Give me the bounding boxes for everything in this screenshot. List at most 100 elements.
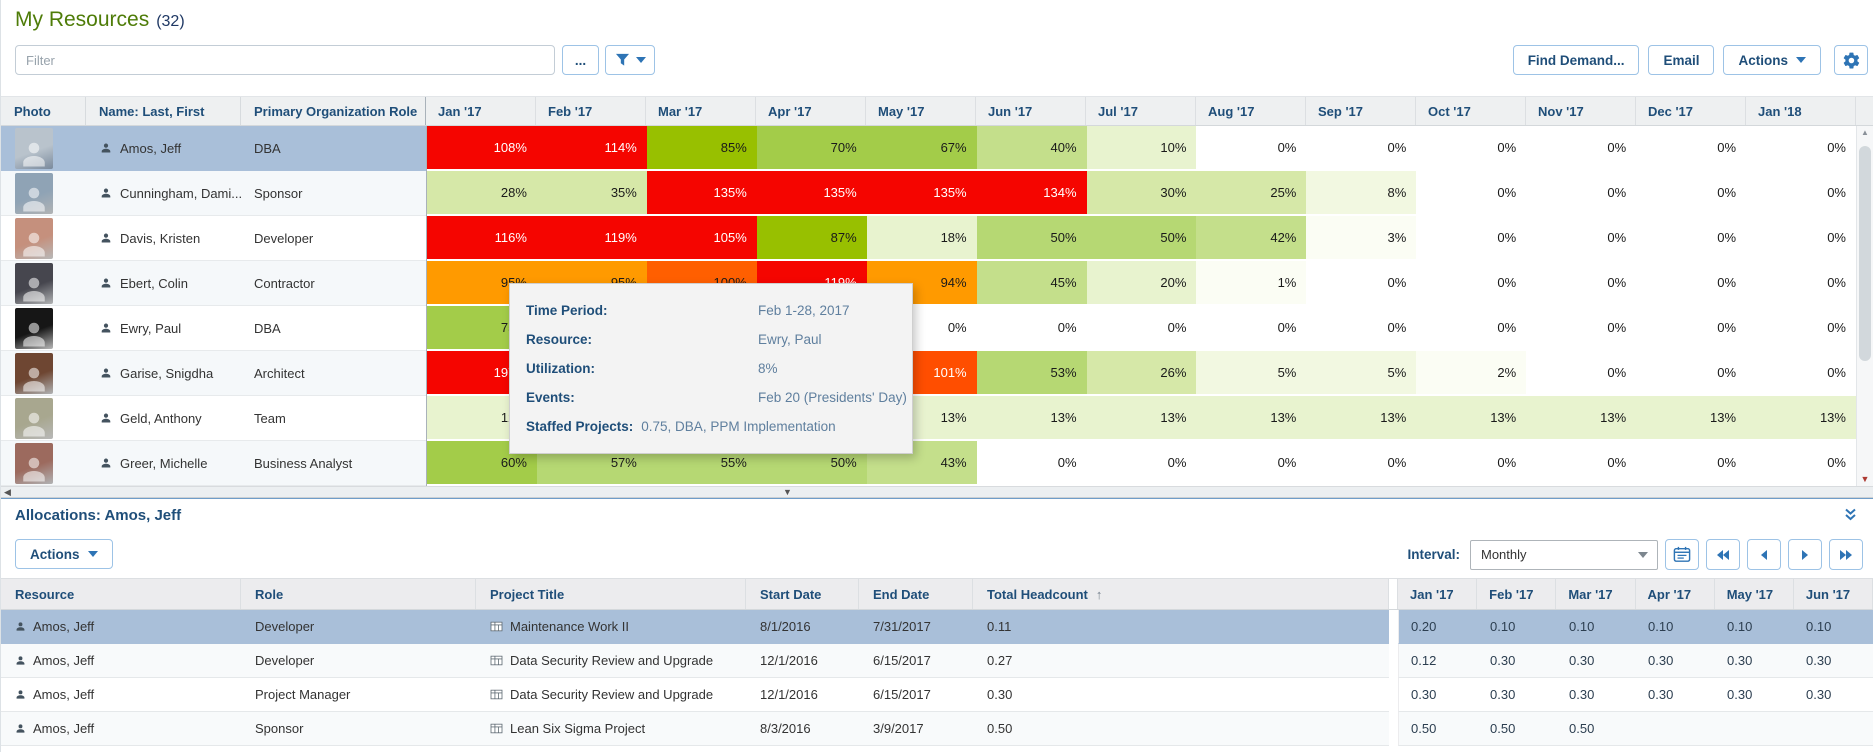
utilization-cell[interactable]: 0% <box>1746 441 1856 486</box>
utilization-cell[interactable]: 2% <box>1416 351 1527 396</box>
month-column-header[interactable]: Mar '17 <box>1556 579 1636 609</box>
utilization-cell[interactable]: 26% <box>1086 351 1197 396</box>
month-column-header[interactable]: Jan '17 <box>426 97 536 125</box>
utilization-cell[interactable]: 28% <box>427 171 537 216</box>
month-column-header[interactable]: Sep '17 <box>1306 97 1416 125</box>
resource-row[interactable]: Ebert, Colin Contractor 95%95%100%119%94… <box>1 261 1873 306</box>
utilization-cell[interactable]: 0% <box>1416 126 1527 171</box>
last-period-button[interactable] <box>1829 539 1863 570</box>
utilization-cell[interactable]: 0% <box>1416 306 1527 351</box>
first-period-button[interactable] <box>1706 539 1740 570</box>
utilization-cell[interactable]: 0% <box>1306 441 1417 486</box>
month-column-header[interactable]: Jun '17 <box>976 97 1086 125</box>
utilization-cell[interactable]: 87% <box>756 216 867 261</box>
month-column-header[interactable]: May '17 <box>1715 579 1794 609</box>
utilization-cell[interactable]: 13% <box>1196 396 1307 441</box>
scroll-left-arrow-icon[interactable]: ◀ <box>4 487 11 497</box>
utilization-cell[interactable]: 0% <box>1526 306 1637 351</box>
filter-dropdown-button[interactable] <box>605 45 655 75</box>
utilization-cell[interactable]: 85% <box>646 126 757 171</box>
next-period-button[interactable] <box>1788 539 1822 570</box>
utilization-cell[interactable]: 53% <box>976 351 1087 396</box>
utilization-cell[interactable]: 13% <box>976 396 1087 441</box>
utilization-cell[interactable]: 0% <box>1526 261 1637 306</box>
utilization-cell[interactable]: 0% <box>1306 306 1417 351</box>
column-header-project-title[interactable]: Project Title <box>476 579 746 609</box>
utilization-cell[interactable]: 0% <box>1746 216 1856 261</box>
utilization-cell[interactable]: 45% <box>976 261 1087 306</box>
month-column-header[interactable]: Jun '17 <box>1794 579 1873 609</box>
scrollbar-thumb[interactable] <box>1859 146 1871 361</box>
resource-row[interactable]: Ewry, Paul DBA 75%8%0%0%0%0%0%0%0%0%0%0%… <box>1 306 1873 351</box>
utilization-cell[interactable]: 0% <box>1416 261 1527 306</box>
filter-more-button[interactable]: ... <box>562 45 599 75</box>
utilization-cell[interactable]: 20% <box>1086 261 1197 306</box>
allocation-row[interactable]: Amos, Jeff Sponsor Lean Six Sigma Projec… <box>1 712 1873 746</box>
utilization-cell[interactable]: 0% <box>1636 351 1747 396</box>
column-header-name[interactable]: Name: Last, First <box>86 97 241 125</box>
utilization-cell[interactable]: 30% <box>1086 171 1197 216</box>
resource-row[interactable]: Amos, Jeff DBA 108% 114% 85% 70% 67% 40% 10% 0%… <box>1 126 1873 171</box>
panel-splitter[interactable]: ◀ ▼ <box>1 486 1873 498</box>
utilization-cell[interactable]: 0% <box>1526 441 1637 486</box>
find-demand-button[interactable]: Find Demand... <box>1512 45 1640 75</box>
previous-period-button[interactable] <box>1747 539 1781 570</box>
utilization-cell[interactable]: 0% <box>1196 441 1307 486</box>
utilization-cell[interactable]: 114% <box>536 126 647 171</box>
allocation-row[interactable]: Amos, Jeff Developer Maintenance Work II… <box>1 610 1873 644</box>
allocation-row[interactable]: Amos, Jeff Developer Data Security Revie… <box>1 644 1873 678</box>
utilization-cell[interactable]: 0% <box>976 441 1087 486</box>
utilization-cell[interactable]: 135% <box>756 171 867 216</box>
utilization-cell[interactable]: 0% <box>1526 216 1637 261</box>
utilization-cell[interactable]: 13% <box>1636 396 1747 441</box>
utilization-cell[interactable]: 13% <box>1746 396 1856 441</box>
utilization-cell[interactable]: 135% <box>866 171 977 216</box>
utilization-cell[interactable]: 18% <box>866 216 977 261</box>
utilization-cell[interactable]: 108% <box>427 126 537 171</box>
month-column-header[interactable]: Nov '17 <box>1526 97 1636 125</box>
column-header-resource[interactable]: Resource <box>1 579 241 609</box>
month-column-header[interactable]: Feb '17 <box>1477 579 1557 609</box>
allocations-actions-button[interactable]: Actions <box>15 539 113 569</box>
utilization-cell[interactable]: 0% <box>1746 306 1856 351</box>
utilization-cell[interactable]: 0% <box>1746 261 1856 306</box>
utilization-cell[interactable]: 0% <box>1526 126 1637 171</box>
utilization-cell[interactable]: 0% <box>1746 351 1856 396</box>
interval-select[interactable]: Monthly <box>1470 539 1658 570</box>
calendar-button[interactable] <box>1665 539 1699 570</box>
utilization-cell[interactable]: 0% <box>1416 216 1527 261</box>
utilization-cell[interactable]: 0% <box>1306 126 1417 171</box>
utilization-cell[interactable]: 0% <box>1416 441 1527 486</box>
actions-button[interactable]: Actions <box>1723 45 1821 75</box>
column-header-end-date[interactable]: End Date <box>859 579 973 609</box>
utilization-cell[interactable]: 5% <box>1196 351 1307 396</box>
utilization-cell[interactable]: 0% <box>1746 126 1856 171</box>
resource-row[interactable]: Geld, Anthony Team 12%13%13%13%13%13%13%… <box>1 396 1873 441</box>
utilization-cell[interactable]: 13% <box>1526 396 1637 441</box>
utilization-cell[interactable]: 0% <box>1416 171 1527 216</box>
utilization-cell[interactable]: 0% <box>1526 351 1637 396</box>
month-column-header[interactable]: Jan '17 <box>1398 579 1478 609</box>
column-header-total-headcount[interactable]: Total Headcount ↑ <box>973 579 1389 609</box>
month-column-header[interactable]: Dec '17 <box>1636 97 1746 125</box>
utilization-cell[interactable]: 70% <box>756 126 867 171</box>
utilization-cell[interactable]: 0% <box>1636 306 1747 351</box>
utilization-cell[interactable]: 1% <box>1196 261 1307 306</box>
utilization-cell[interactable]: 0% <box>1636 441 1747 486</box>
utilization-cell[interactable]: 3% <box>1306 216 1417 261</box>
utilization-cell[interactable]: 0% <box>1636 126 1747 171</box>
utilization-cell[interactable]: 0% <box>1636 261 1747 306</box>
email-button[interactable]: Email <box>1648 45 1715 75</box>
settings-button[interactable] <box>1834 45 1868 75</box>
month-column-header[interactable]: Feb '17 <box>536 97 646 125</box>
utilization-cell[interactable]: 0% <box>1086 306 1197 351</box>
month-column-header[interactable]: Mar '17 <box>646 97 756 125</box>
column-header-alloc-role[interactable]: Role <box>241 579 476 609</box>
utilization-cell[interactable]: 0% <box>1196 306 1307 351</box>
month-column-header[interactable]: May '17 <box>866 97 976 125</box>
utilization-cell[interactable]: 50% <box>1086 216 1197 261</box>
utilization-cell[interactable]: 5% <box>1306 351 1417 396</box>
utilization-cell[interactable]: 10% <box>1086 126 1197 171</box>
utilization-cell[interactable]: 0% <box>1526 171 1637 216</box>
utilization-cell[interactable]: 13% <box>1416 396 1527 441</box>
